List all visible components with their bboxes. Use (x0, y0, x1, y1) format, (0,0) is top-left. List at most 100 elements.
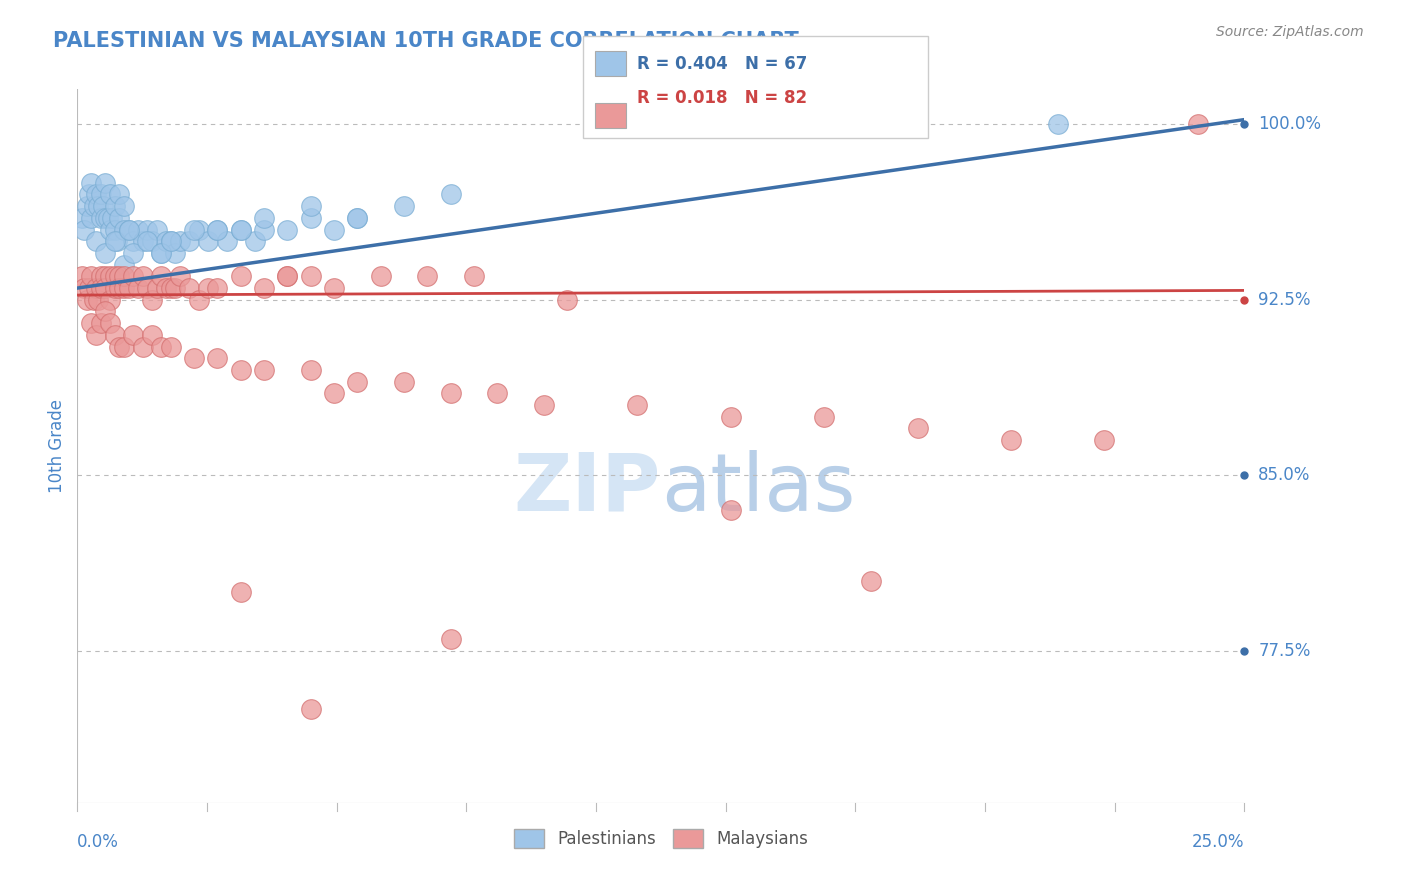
Point (141, 327, 163, 342)
Point (299, 363, 322, 377)
Text: ZIP: ZIP (513, 450, 661, 528)
Point (253, 211, 276, 225)
Point (1046, 117, 1069, 131)
Text: atlas: atlas (661, 450, 855, 528)
Point (169, 269, 191, 284)
Point (80, 316, 103, 330)
Point (122, 234, 145, 248)
Point (141, 293, 163, 307)
Point (84, 281, 107, 295)
Point (323, 222, 346, 236)
Point (229, 222, 252, 236)
Point (533, 398, 555, 412)
Point (136, 234, 159, 248)
Point (323, 386, 346, 401)
Point (276, 269, 298, 284)
Point (80, 176, 103, 190)
Point (98, 269, 121, 284)
Y-axis label: 10th Grade: 10th Grade (48, 399, 66, 493)
Point (179, 234, 201, 248)
Point (76, 199, 98, 213)
Point (346, 375, 368, 389)
Point (108, 269, 131, 284)
Point (229, 222, 252, 236)
Point (626, 398, 648, 412)
Point (94, 269, 117, 284)
Point (207, 222, 229, 236)
Text: 85.0%: 85.0% (1258, 467, 1310, 484)
Point (253, 363, 276, 377)
Point (112, 199, 135, 213)
Point (416, 269, 439, 284)
Point (77, 281, 100, 295)
Point (108, 281, 131, 295)
Point (108, 340, 131, 354)
Point (112, 281, 135, 295)
Point (94, 211, 117, 225)
Point (463, 269, 485, 284)
Point (720, 503, 742, 517)
Point (97, 211, 120, 225)
Point (90, 269, 112, 284)
Point (87, 199, 110, 213)
Point (207, 222, 229, 236)
Point (229, 585, 252, 599)
Point (150, 246, 173, 260)
Point (90, 187, 112, 202)
Text: Source: ZipAtlas.com: Source: ZipAtlas.com (1216, 25, 1364, 39)
Legend: Palestinians, Malaysians: Palestinians, Malaysians (508, 822, 814, 855)
Point (70, 211, 93, 225)
Point (150, 269, 173, 284)
Point (243, 234, 266, 248)
Point (159, 340, 181, 354)
Point (253, 281, 276, 295)
Text: 0.0%: 0.0% (77, 833, 120, 851)
Point (179, 281, 201, 295)
Point (98, 187, 121, 202)
Point (83, 199, 105, 213)
Point (299, 269, 322, 284)
Point (440, 632, 463, 646)
Point (346, 211, 368, 225)
Point (370, 269, 392, 284)
Point (159, 234, 181, 248)
Point (131, 234, 153, 248)
Point (159, 281, 181, 295)
Text: R = 0.404   N = 67: R = 0.404 N = 67 (637, 55, 807, 73)
Point (94, 246, 117, 260)
Text: 77.5%: 77.5% (1258, 641, 1310, 660)
Point (118, 281, 141, 295)
Point (141, 234, 163, 248)
Point (215, 234, 238, 248)
Point (108, 211, 131, 225)
Point (187, 222, 209, 236)
Point (229, 363, 252, 377)
Point (150, 246, 173, 260)
Point (183, 351, 205, 366)
Point (83, 293, 105, 307)
Point (84, 187, 107, 202)
Point (98, 316, 121, 330)
Point (392, 199, 415, 213)
Point (112, 222, 135, 236)
Point (169, 234, 191, 248)
Point (73, 281, 96, 295)
Point (122, 327, 145, 342)
Point (136, 222, 159, 236)
Point (108, 187, 131, 202)
Point (77, 187, 100, 202)
Point (104, 269, 127, 284)
Point (155, 281, 177, 295)
Point (101, 211, 124, 225)
Point (76, 293, 98, 307)
Point (440, 187, 463, 202)
Point (87, 293, 110, 307)
Point (859, 574, 882, 588)
Point (118, 222, 141, 236)
Point (131, 269, 153, 284)
Point (1187, 117, 1209, 131)
Point (104, 234, 127, 248)
Point (183, 222, 205, 236)
Point (122, 269, 145, 284)
Point (207, 281, 229, 295)
